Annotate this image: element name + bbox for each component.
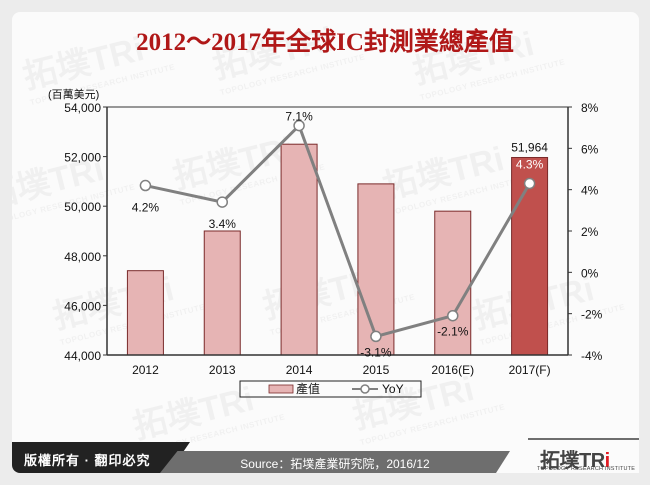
logo-subtitle: TOPOLOGY RESEARCH INSTITUTE [537, 466, 636, 472]
bar-2013 [203, 230, 241, 356]
bar-2015 [357, 183, 395, 356]
logo-area [510, 440, 639, 473]
y-tick-label: 48,000 [64, 250, 101, 264]
y2-tick-label: -4% [581, 349, 603, 363]
bar-2012 [126, 270, 164, 356]
yoy-marker-icon [139, 179, 152, 192]
legend: 產值 YoY [239, 380, 422, 398]
y-tick-label: 44,000 [64, 349, 101, 363]
copyright-text: 版權所有 · 翻印必究 [24, 453, 151, 468]
yoy-data-label: -2.1% [437, 325, 469, 339]
yoy-line-series [139, 119, 536, 343]
y2-tick-label: 0% [581, 266, 599, 280]
bar-data-label: 51,964 [511, 140, 548, 154]
y-tick-label: 52,000 [64, 151, 101, 165]
logo-text: 拓墣TR [540, 450, 605, 472]
legend-label-value: 產值 [296, 381, 320, 396]
x-tick-label: 2014 [286, 363, 313, 377]
x-tick-label: 2015 [363, 363, 390, 377]
yoy-marker-icon [523, 177, 536, 190]
yoy-marker-icon [370, 330, 382, 343]
y-tick-label: 50,000 [64, 200, 101, 214]
logo-divider [528, 438, 639, 440]
yoy-marker-icon [216, 196, 228, 208]
y-tick-label: 46,000 [64, 299, 101, 313]
y2-tick-label: 8% [581, 101, 599, 115]
yoy-data-label: 4.3% [516, 157, 544, 171]
yoy-data-label: 7.1% [285, 110, 313, 124]
brand-logo: 拓墣TRi [540, 444, 610, 473]
bar-2014 [280, 143, 318, 356]
y2-tick-label: 2% [581, 225, 599, 239]
copyright-banner: 版權所有 · 翻印必究 [12, 442, 190, 473]
bar-2017(F) [511, 156, 549, 356]
y2-tick-label: 4% [581, 184, 599, 198]
y2-tick-label: -2% [581, 308, 603, 322]
x-tick-label: 2017(F) [509, 363, 551, 377]
x-tick-label: 2012 [132, 363, 159, 377]
yoy-marker-icon [293, 119, 305, 132]
yoy-data-label: -3.1% [360, 345, 392, 359]
y2-tick-label: 6% [581, 142, 599, 156]
y-axis-unit-label: (百萬美元) [48, 89, 100, 101]
legend-bar-swatch [268, 384, 294, 394]
source-text: Source：拓墣產業研究院，2016/12 [240, 457, 430, 471]
yoy-marker-icon [447, 309, 459, 322]
chart-title: 2012～2017年全球IC封測業總產值 [136, 29, 514, 56]
legend-label-yoy: YoY [382, 382, 404, 396]
source-banner: Source：拓墣產業研究院，2016/12 [160, 451, 510, 473]
x-tick-label: 2013 [209, 363, 236, 377]
y-tick-label: 54,000 [64, 101, 101, 115]
logo-accent: i [604, 450, 611, 472]
yoy-data-label: 3.4% [209, 217, 237, 231]
bar-series [126, 143, 549, 356]
legend-line-marker-icon [360, 384, 370, 394]
yoy-data-label: 4.2% [132, 201, 160, 215]
x-tick-label: 2016(E) [431, 363, 474, 377]
